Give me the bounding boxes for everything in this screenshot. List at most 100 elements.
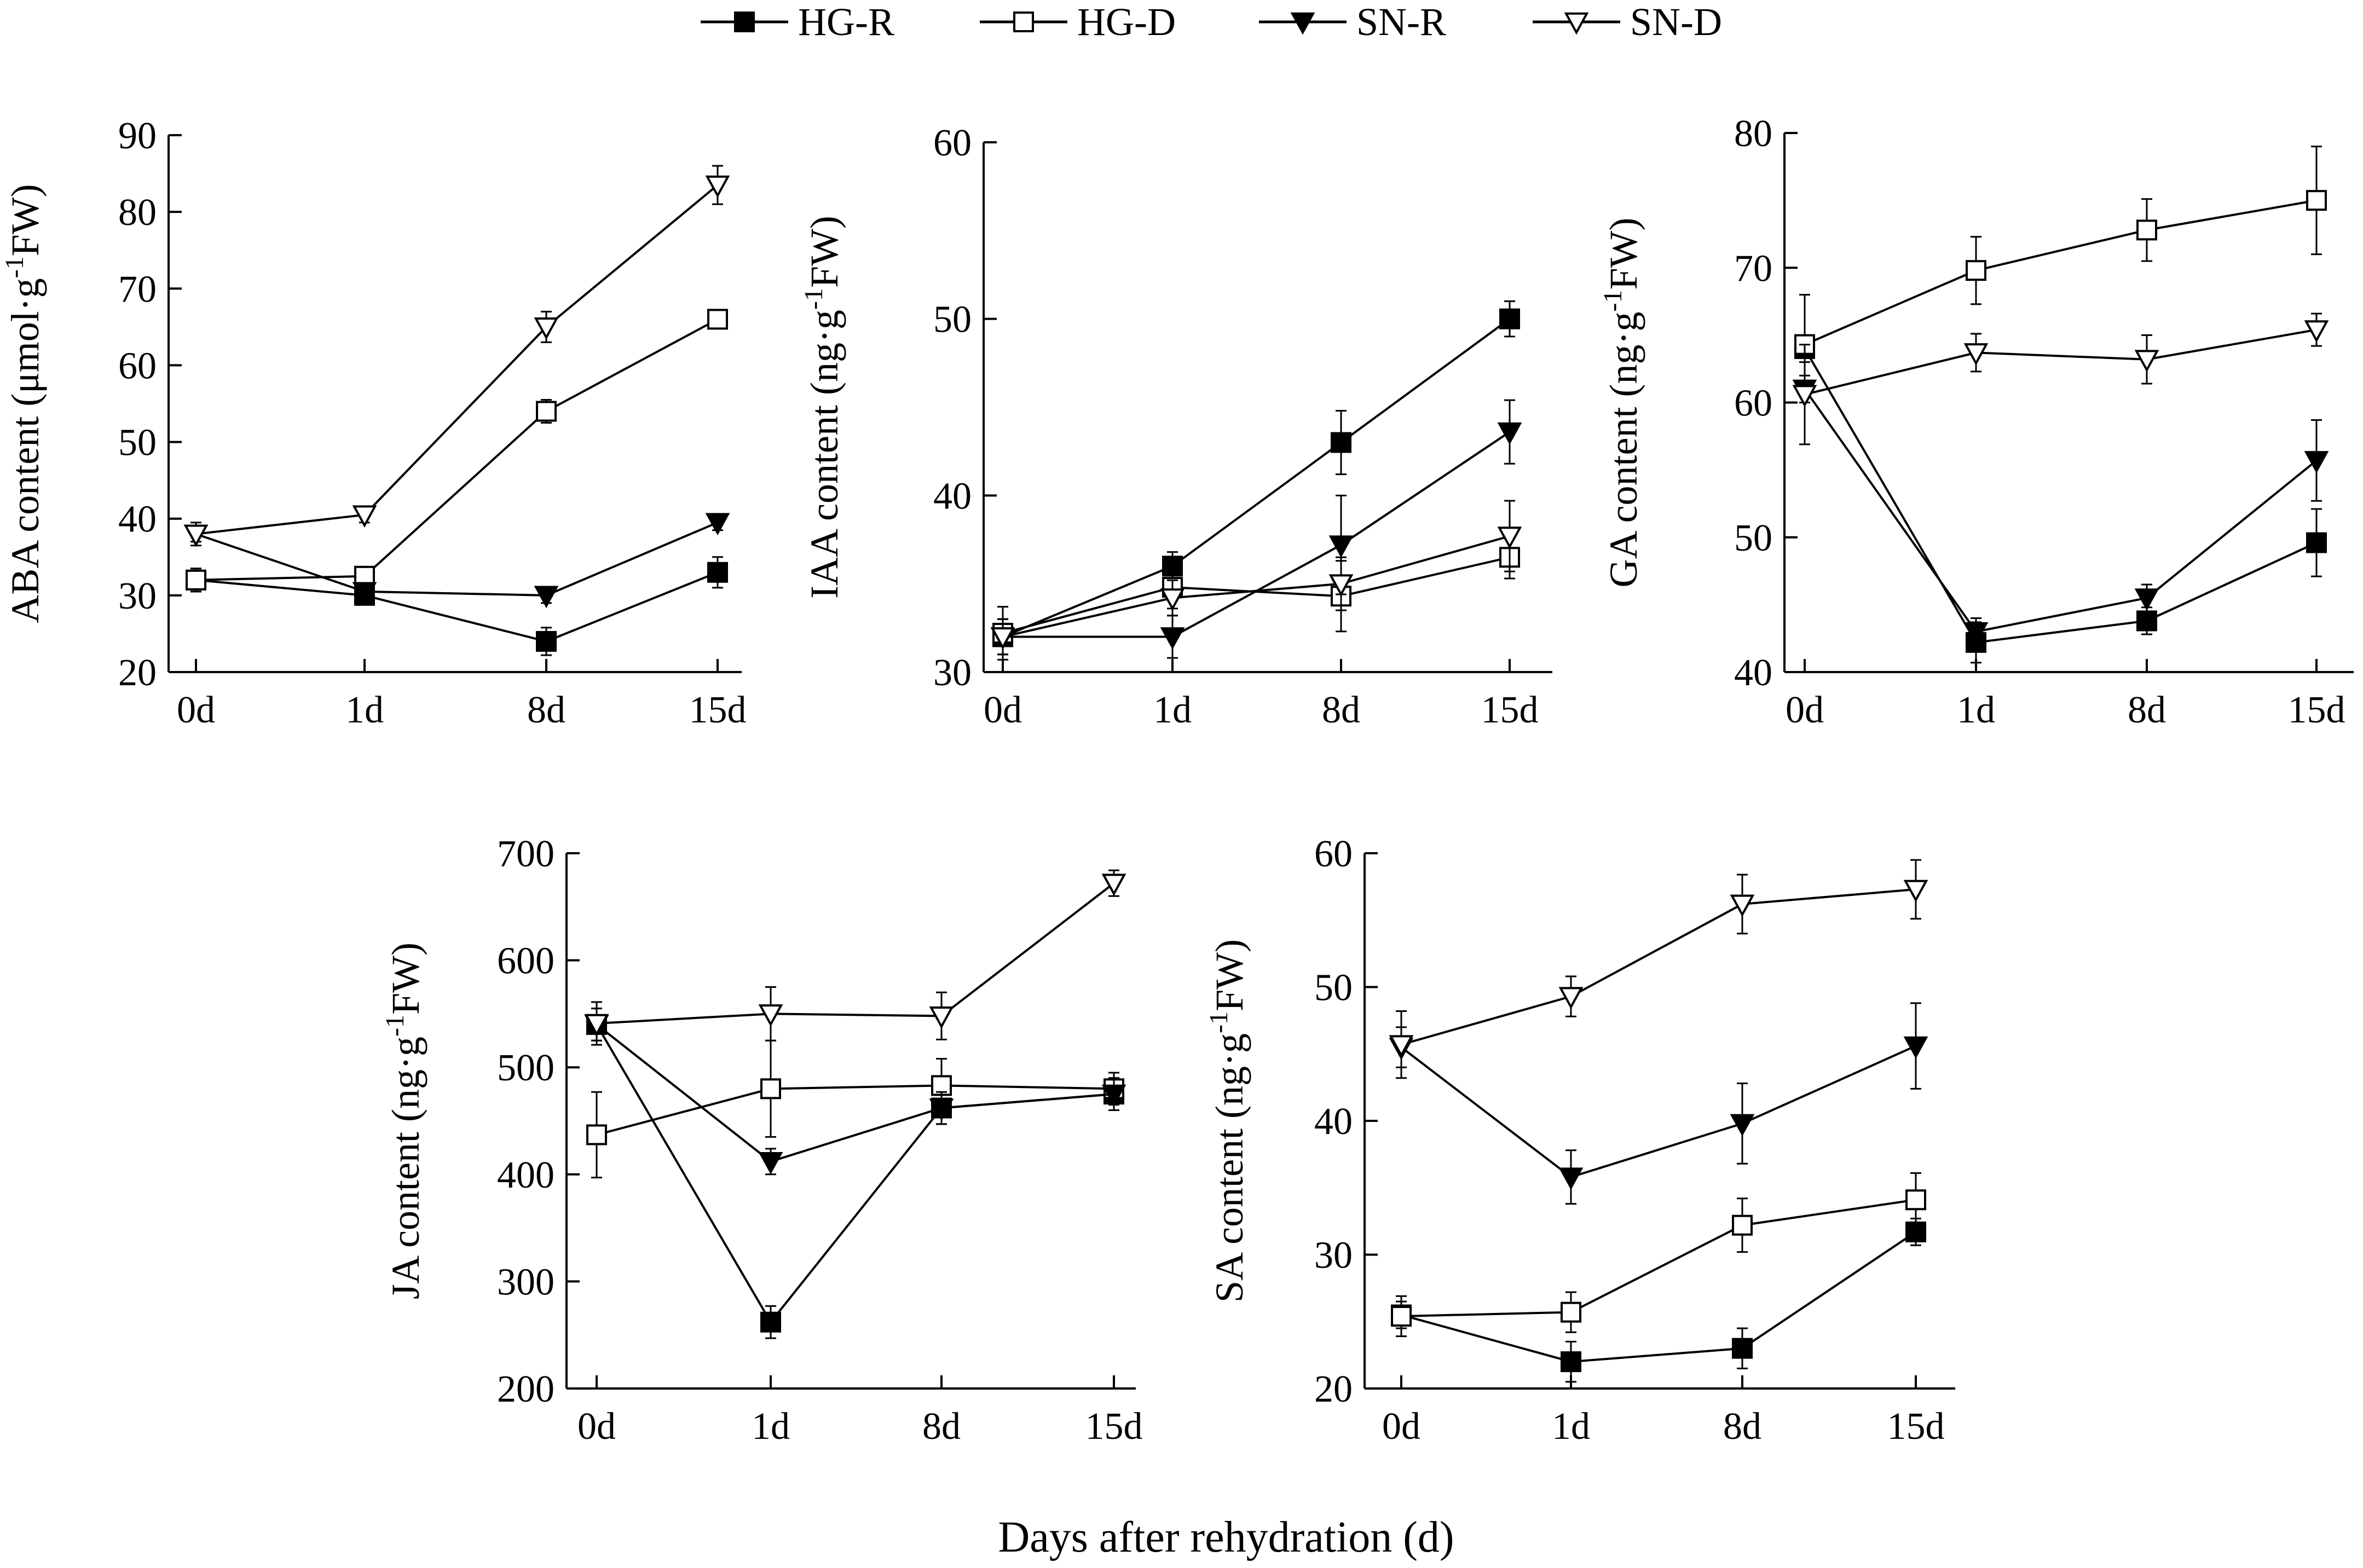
data-point [1905,1189,1926,1211]
series-line [195,318,718,581]
y-tick-label: 50 [1314,967,1353,1009]
series-line [1804,199,2317,346]
series-sn-d [584,869,1126,1046]
data-point [2134,350,2159,373]
y-tick-label: 500 [497,1047,554,1089]
y-axis-label-superscript: -1 [380,1015,409,1037]
y-axis-label-superscript: -1 [799,288,828,310]
y-tick-label: 30 [118,575,157,617]
legend-entry-hg-r: HG-R [701,0,894,44]
data-point [1497,526,1522,549]
y-axis-label-superscript: -1 [0,256,29,278]
series-sn-r [183,513,730,609]
series-line [596,882,1115,1025]
series-sn-d [1792,313,2329,445]
series-line [1804,348,2317,644]
y-tick-label: 50 [933,299,972,341]
y-tick-label: 700 [497,833,554,875]
data-point [1160,588,1185,611]
panels: 20 30 40 50 60 70 80 90 0d 1d 8d 15d ABA content (μm… [0,113,2354,1448]
series-hg-r [586,1008,1124,1339]
data-point [586,1124,607,1145]
series-line [596,1023,1114,1163]
y-tick-label: 30 [1314,1235,1353,1277]
x-tick-label: 15d [1887,1405,1945,1448]
y-axis-label-unit: FW) [1208,939,1251,1011]
x-tick-label: 15d [1481,689,1539,731]
series-hg-r [1794,334,2327,664]
legend-entry-sn-r: SN-R [1259,0,1446,44]
data-point [536,401,557,422]
data-point [1101,1084,1126,1107]
shared-x-axis-label: Days after rehydration (d) [998,1513,1454,1561]
x-tick-label: 8d [1723,1405,1761,1448]
series-line [195,184,719,535]
y-axis-label-main: GA content (ng·g [1602,312,1645,588]
y-axis-label-unit: FW) [384,942,427,1015]
data-point [1558,1167,1584,1190]
y-tick-label: 300 [497,1261,554,1303]
data-point [584,1014,609,1037]
x-tick-label: 0d [1786,689,1824,731]
x-tick-label: 0d [577,1405,616,1448]
y-axis-label-unit: FW) [3,184,47,256]
data-point [1792,385,1817,408]
y-tick-label: 60 [933,122,972,164]
data-point [760,1311,781,1333]
series-hg-d [1794,146,2327,396]
series-hg-d [586,1039,1124,1179]
y-axis-label: SA content (ng·g-1FW) [1204,939,1251,1303]
data-point [1328,574,1354,597]
data-point [1561,1351,1581,1373]
data-point [1732,1214,1753,1236]
series-line [1002,556,1510,634]
data-point [1497,422,1522,445]
y-tick-label: 20 [1314,1368,1353,1410]
y-axis-label-main: ABA content (μmol·g [3,278,47,623]
series-line [1401,1231,1917,1363]
data-point [1389,1035,1414,1058]
data-point [2304,320,2329,343]
x-tick-label: 1d [1957,689,1995,731]
y-axis-label: IAA content (ng·g-1FW) [799,216,846,599]
data-point [2134,588,2159,611]
ja-panel: 200 300 400 500 600 700 0d 1d 8d 15d JA content (n… [380,833,1143,1448]
data-point [534,586,559,609]
y-axis-label-unit: FW) [1602,218,1645,290]
data-point [2136,219,2157,241]
aba-panel: 20 30 40 50 60 70 80 90 0d 1d 8d 15d ABA content (μm… [0,115,747,731]
y-tick-label: 200 [497,1368,554,1410]
x-tick-label: 0d [177,689,215,731]
series-line [1401,1199,1916,1317]
y-axis-label-unit: FW) [802,216,846,288]
x-tick-label: 15d [2288,689,2345,731]
series-line [1804,328,2317,396]
y-axis-label: JA content (ng·g-1FW) [380,942,427,1299]
series-hg-d [186,309,728,593]
data-point [2304,451,2329,473]
y-tick-label: 20 [118,652,157,694]
data-point [1101,873,1126,896]
series-hg-r [1391,1217,1926,1383]
data-point [929,1098,954,1121]
y-axis-label: ABA content (μmol·g-1FW) [0,184,47,623]
data-point [1730,894,1755,917]
legend-label: HG-D [1077,0,1176,44]
y-axis-label-main: SA content (ng·g [1208,1033,1251,1303]
series-hg-d [1391,1172,1926,1338]
y-tick-label: 70 [1734,247,1772,290]
y-axis-label-main: IAA content (ng·g [802,310,846,599]
series-line [195,571,718,643]
ga-panel: 40 50 60 70 80 0d 1d 8d 15d GA content (ng·g-1FW) [1598,113,2354,731]
data-point [536,630,557,652]
iaa-panel: 30 40 50 60 0d 1d 8d 15d IAA content (ng·g-1FW) [799,122,1552,731]
y-tick-label: 60 [118,345,157,387]
y-axis-label: GA content (ng·g-1FW) [1598,218,1645,588]
data-point [1966,260,1986,281]
data-point [705,175,730,198]
y-tick-label: 90 [118,115,157,157]
data-point [1903,1036,1928,1059]
series-line [1400,1045,1916,1178]
y-tick-label: 40 [933,475,972,517]
